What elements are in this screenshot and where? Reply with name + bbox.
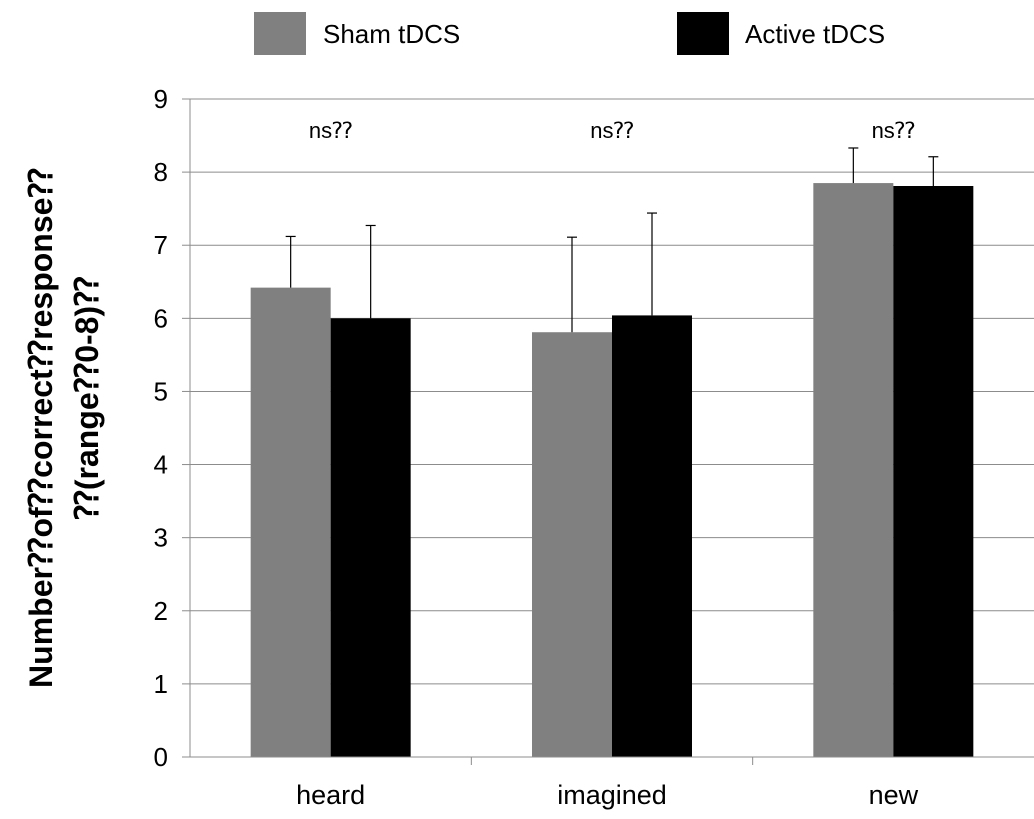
y-axis-label: Number⁇of⁇correct⁇response⁇: [23, 168, 59, 688]
error-bars: [285, 147, 939, 333]
legend: Sham tDCS Active tDCS: [254, 12, 885, 55]
y-tick-label: 7: [154, 230, 168, 260]
y-axis-label-line2: ⁇(range⁇0-8)⁇: [69, 276, 105, 519]
y-tick-label: 8: [154, 157, 168, 187]
y-tick-label: 4: [154, 450, 168, 480]
bar: [250, 287, 331, 757]
significance-annotation: ns⁇: [872, 118, 916, 143]
y-tick-label: 9: [154, 84, 168, 114]
bar: [612, 315, 692, 757]
y-tick-label: 3: [154, 523, 168, 553]
bar: [813, 183, 894, 758]
y-tick-label: 0: [154, 742, 168, 772]
legend-label: Sham tDCS: [323, 19, 460, 49]
y-tick-label: 1: [154, 669, 168, 699]
legend-swatch: [254, 12, 306, 55]
x-tick-label: new: [869, 780, 919, 810]
y-tick-label: 6: [154, 303, 168, 333]
significance-annotation: ns⁇: [309, 118, 353, 143]
bar: [893, 186, 974, 758]
axes: [182, 98, 1034, 765]
legend-swatch: [677, 12, 729, 55]
bars: [250, 183, 974, 758]
labels: 0 1 2 3 4 5 6 7 8 9 heard ns⁇ imagined ns⁇ new ns⁇ Numbe…: [23, 84, 919, 810]
x-tick-label: heard: [296, 780, 365, 810]
x-tick-label: imagined: [557, 780, 667, 810]
significance-annotation: ns⁇: [590, 118, 634, 143]
y-tick-label: 5: [154, 376, 168, 406]
legend-label: Active tDCS: [745, 19, 885, 49]
bar: [330, 318, 411, 757]
y-tick-label: 2: [154, 596, 168, 626]
bar: [532, 332, 612, 757]
